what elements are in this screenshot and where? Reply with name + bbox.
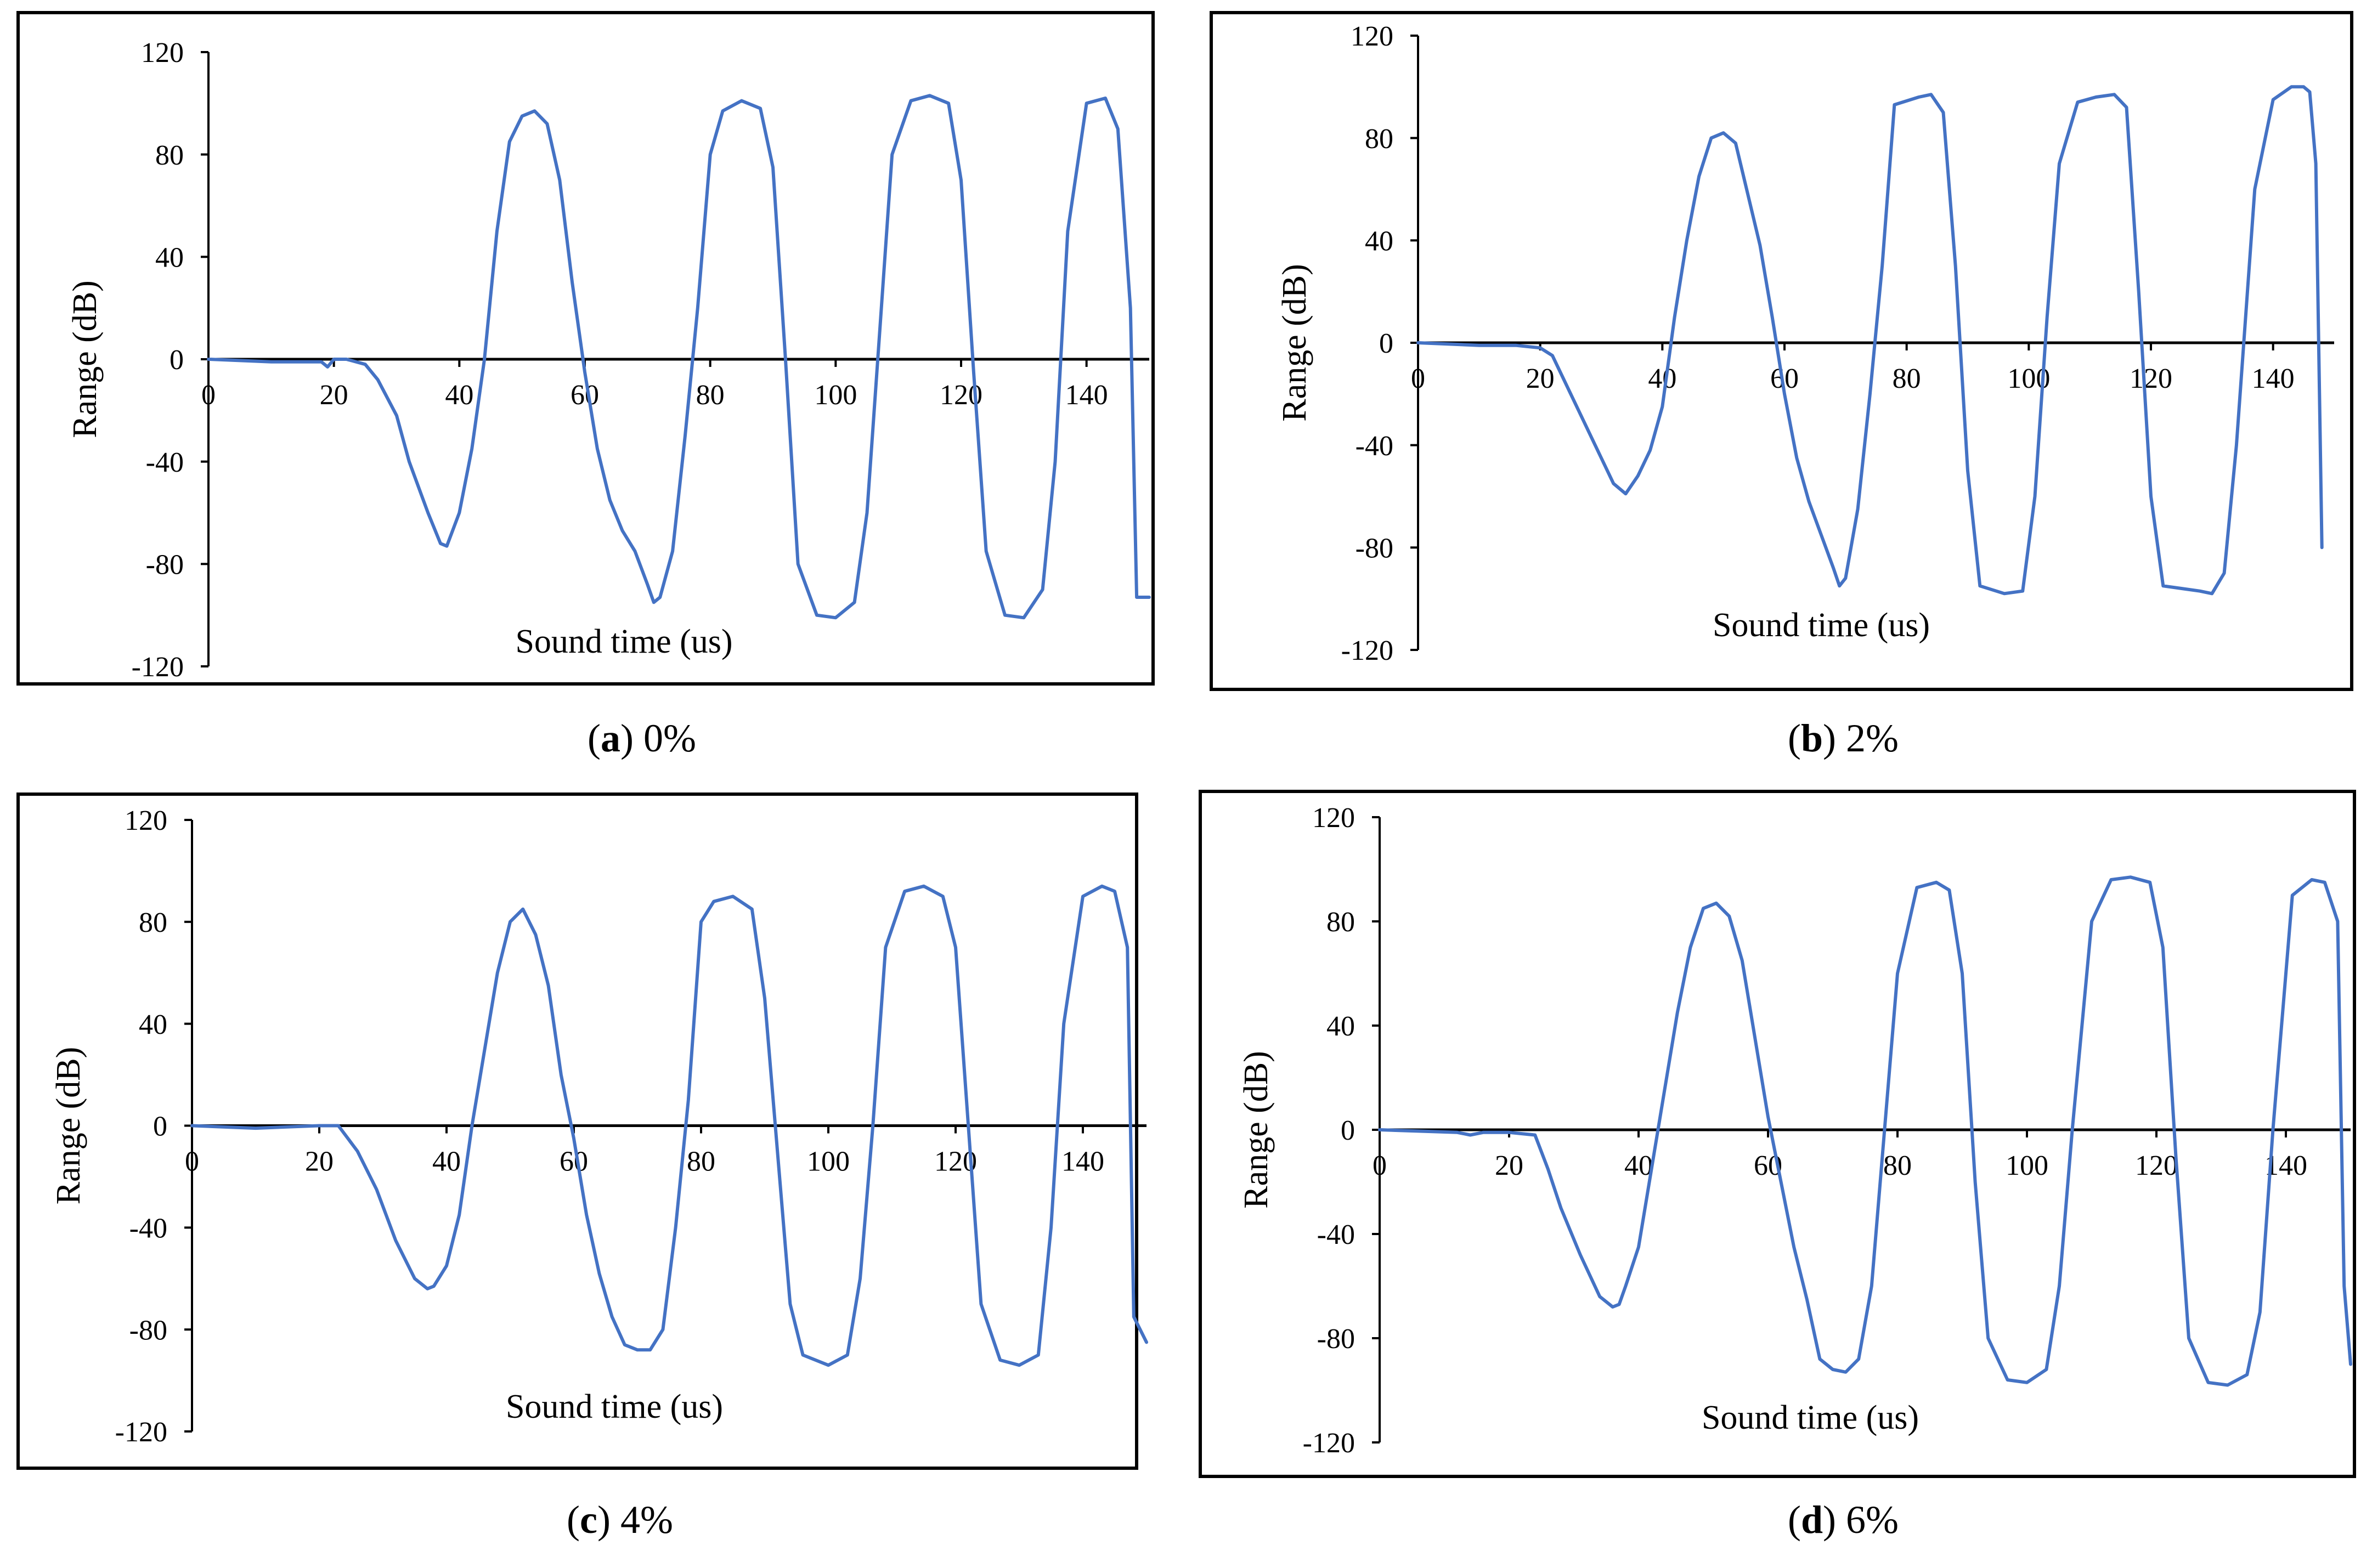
x-tick-label-c-4: 80	[687, 1146, 715, 1178]
x-tick-label-a-2: 40	[445, 380, 473, 411]
y-axis-label-b: Range (dB)	[1276, 264, 1313, 422]
caption-b-letter: b	[1800, 716, 1823, 760]
caption-b: (b) 2%	[1788, 716, 1899, 760]
y-axis-label-d: Range (dB)	[1238, 1051, 1275, 1209]
y-tick-label-b-5: -80	[1356, 533, 1393, 564]
caption-a: (a) 0%	[588, 716, 696, 760]
caption-d-letter: d	[1800, 1498, 1823, 1542]
y-tick-label-d-6: -120	[1303, 1428, 1355, 1459]
caption-d-value: 6%	[1846, 1498, 1899, 1542]
y-tick-label-d-1: 80	[1326, 907, 1355, 938]
y-tick-label-a-3: 0	[170, 344, 184, 376]
y-tick-label-a-5: -80	[146, 550, 184, 581]
x-tick-label-d-0: 0	[1373, 1150, 1387, 1181]
x-tick-label-c-1: 20	[305, 1146, 334, 1178]
x-tick-label-a-5: 100	[814, 380, 857, 411]
x-tick-label-c-3: 60	[560, 1146, 588, 1178]
x-tick-label-d-1: 20	[1495, 1150, 1523, 1181]
x-tick-label-b-0: 0	[1411, 363, 1425, 394]
x-tick-label-c-7: 140	[1061, 1146, 1104, 1178]
x-axis-label-c: Sound time (us)	[506, 1388, 723, 1425]
x-tick-label-a-4: 80	[696, 380, 725, 411]
x-tick-label-b-7: 140	[2252, 363, 2295, 394]
x-axis-label-a: Sound time (us)	[515, 623, 732, 660]
series-line-a-0	[207, 94, 1151, 620]
series-line-b-0	[1416, 85, 2324, 596]
x-tick-label-d-5: 100	[2006, 1150, 2048, 1181]
y-axis-label-a: Range (dB)	[66, 280, 104, 438]
y-tick-label-c-0: 120	[125, 805, 167, 836]
y-tick-label-b-2: 40	[1365, 226, 1393, 257]
y-tick-label-d-2: 40	[1326, 1011, 1355, 1042]
x-axis-label-b: Sound time (us)	[1713, 607, 1930, 644]
x-tick-label-d-6: 120	[2135, 1150, 2178, 1181]
caption-a-value: 0%	[643, 716, 696, 760]
x-tick-label-c-0: 0	[185, 1146, 199, 1178]
series-line-d-0	[1378, 875, 2352, 1387]
y-tick-label-a-6: -120	[132, 652, 184, 683]
y-tick-label-a-4: -40	[146, 447, 184, 478]
y-tick-label-c-2: 40	[139, 1009, 167, 1040]
caption-a-letter: a	[601, 716, 620, 760]
y-tick-label-c-6: -120	[115, 1417, 167, 1448]
caption-d: (d) 6%	[1788, 1498, 1899, 1542]
x-tick-label-b-1: 20	[1526, 363, 1555, 394]
y-tick-label-b-0: 120	[1351, 21, 1393, 52]
x-tick-label-c-5: 100	[807, 1146, 850, 1178]
y-tick-label-c-5: -80	[129, 1315, 167, 1346]
x-tick-label-a-7: 140	[1065, 380, 1108, 411]
y-tick-label-d-5: -80	[1317, 1323, 1355, 1355]
caption-c-value: 4%	[620, 1498, 673, 1542]
caption-c-letter: c	[580, 1498, 597, 1542]
y-tick-label-d-4: -40	[1317, 1219, 1355, 1250]
x-tick-label-a-3: 60	[571, 380, 599, 411]
x-tick-label-d-4: 80	[1883, 1150, 1912, 1181]
x-axis-label-d: Sound time (us)	[1702, 1399, 1919, 1436]
x-tick-label-d-2: 40	[1624, 1150, 1653, 1181]
y-tick-label-b-3: 0	[1379, 328, 1393, 359]
x-tick-label-b-6: 120	[2130, 363, 2172, 394]
chart-panel-d	[1199, 790, 2356, 1478]
x-tick-label-c-2: 40	[432, 1146, 461, 1178]
x-tick-label-b-2: 40	[1648, 363, 1676, 394]
series-line-c-0	[190, 884, 1148, 1367]
y-tick-label-c-3: 0	[153, 1111, 167, 1142]
y-tick-label-a-0: 120	[141, 37, 184, 69]
y-tick-label-b-4: -40	[1356, 431, 1393, 462]
chart-panel-a	[16, 11, 1155, 686]
y-tick-label-d-3: 0	[1341, 1115, 1355, 1146]
y-tick-label-b-1: 80	[1365, 123, 1393, 155]
x-tick-label-a-1: 20	[320, 380, 348, 411]
y-tick-label-c-4: -40	[129, 1213, 167, 1244]
y-axis-label-c: Range (dB)	[50, 1047, 87, 1205]
chart-panel-c	[16, 793, 1138, 1470]
caption-b-value: 2%	[1846, 716, 1899, 760]
y-tick-label-d-0: 120	[1312, 802, 1355, 834]
caption-c: (c) 4%	[567, 1498, 673, 1542]
y-tick-label-b-6: -120	[1341, 635, 1393, 666]
y-tick-label-a-2: 40	[155, 242, 184, 274]
x-tick-label-b-4: 80	[1893, 363, 1921, 394]
y-tick-label-a-1: 80	[155, 140, 184, 171]
y-tick-label-c-1: 80	[139, 907, 167, 938]
x-tick-label-a-0: 0	[201, 380, 216, 411]
